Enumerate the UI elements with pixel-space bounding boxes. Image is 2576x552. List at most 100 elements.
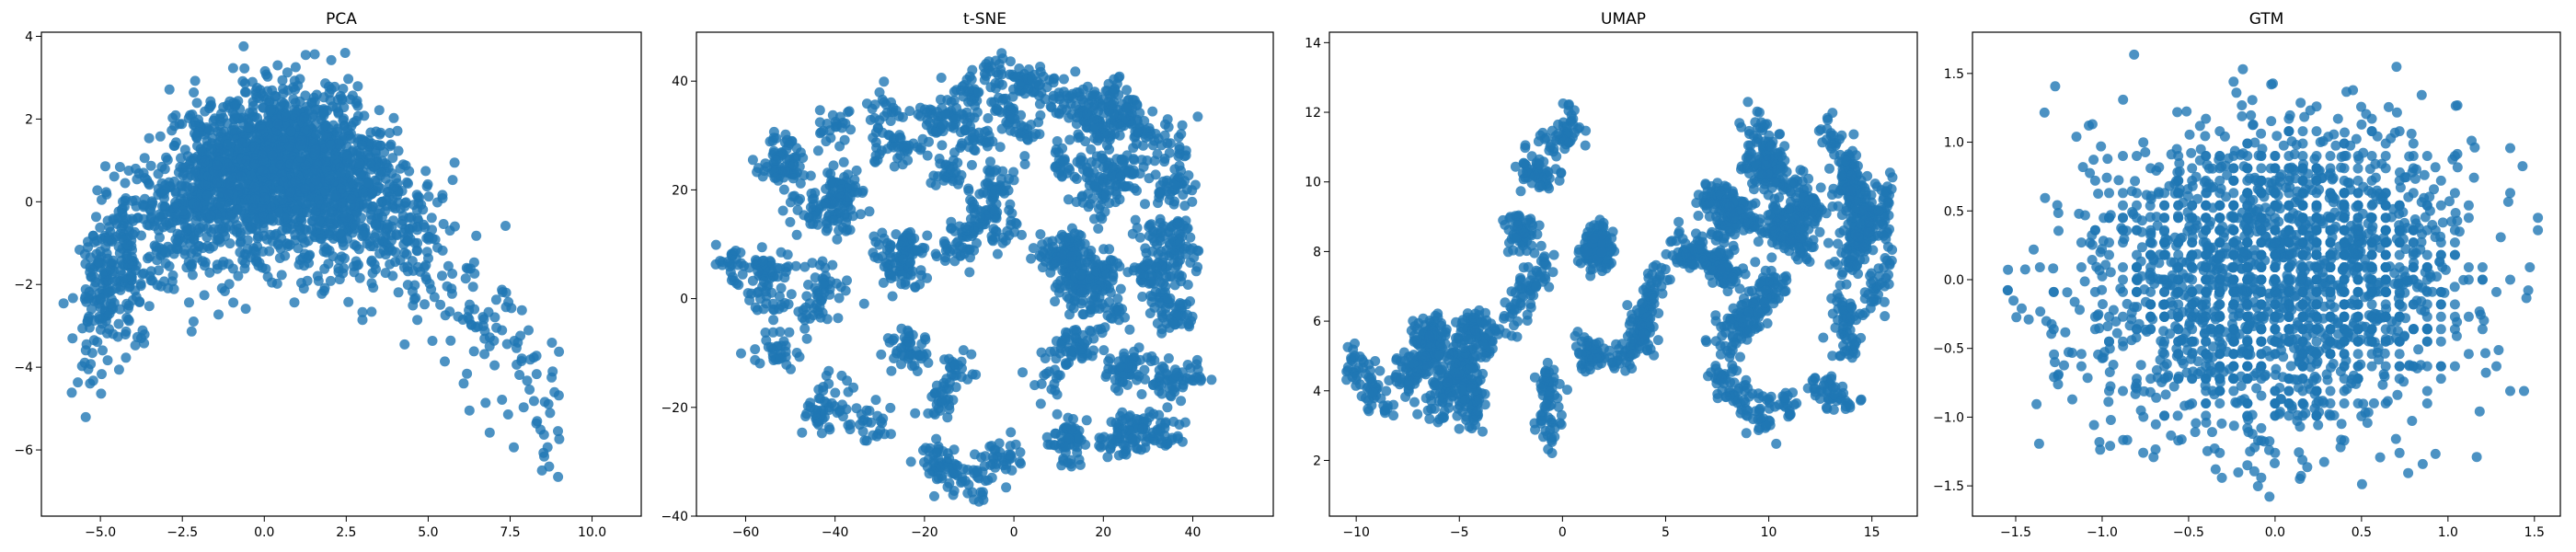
scatter-point: [410, 293, 421, 304]
scatter-point: [272, 239, 283, 250]
scatter-point: [842, 275, 852, 286]
scatter-point: [85, 262, 96, 273]
scatter-point: [1153, 198, 1163, 209]
scatter-point: [1177, 120, 1188, 131]
scatter-point: [1132, 125, 1143, 136]
scatter-point: [460, 273, 471, 284]
scatter-point: [972, 237, 982, 248]
scatter-point: [1169, 262, 1180, 273]
scatter-point: [511, 342, 522, 353]
scatter-point: [1064, 309, 1075, 320]
scatter-point: [1100, 372, 1111, 382]
scatter-point: [178, 205, 189, 216]
scatter-point: [898, 236, 909, 247]
scatter-point: [309, 96, 320, 107]
scatter-point: [1093, 224, 1104, 234]
scatter-point: [827, 259, 838, 270]
scatter-point: [1098, 121, 1109, 132]
scatter-point: [282, 238, 293, 249]
scatter-point: [462, 312, 473, 323]
scatter-point: [318, 285, 329, 296]
scatter-point: [182, 151, 193, 162]
scatter-point: [117, 214, 128, 225]
scatter-point: [1146, 271, 1157, 282]
scatter-point: [167, 276, 178, 287]
scatter-point: [236, 137, 247, 148]
scatter-point: [830, 387, 841, 398]
scatter-point: [881, 107, 892, 118]
scatter-point: [387, 200, 397, 211]
scatter-point: [366, 278, 377, 289]
scatter-point: [190, 215, 201, 226]
scatter-point: [874, 149, 885, 160]
scatter-point: [780, 266, 791, 277]
scatter-point: [275, 160, 286, 171]
scatter-point: [1003, 100, 1014, 111]
scatter-point: [458, 378, 469, 389]
scatter-point: [321, 151, 332, 162]
scatter-point: [1179, 201, 1190, 212]
scatter-point: [191, 98, 202, 109]
scatter-point: [818, 382, 829, 392]
scatter-point: [91, 212, 101, 223]
scatter-point: [874, 115, 885, 126]
scatter-point: [1167, 316, 1178, 328]
scatter-point: [1141, 125, 1151, 135]
scatter-point: [833, 313, 844, 324]
scatter-point: [120, 178, 131, 189]
scatter-point: [363, 178, 374, 189]
scatter-point: [240, 86, 251, 98]
scatter-point: [380, 173, 391, 184]
scatter-point: [1000, 236, 1011, 247]
scatter-point: [1185, 232, 1196, 243]
scatter-point: [937, 140, 948, 151]
scatter-point: [366, 306, 377, 317]
scatter-point: [876, 349, 887, 360]
scatter-point: [1088, 333, 1099, 344]
scatter-point: [164, 260, 175, 271]
scatter-point: [788, 152, 799, 163]
scatter-point: [367, 188, 378, 199]
scatter-point: [1108, 269, 1119, 280]
scatter-point: [1070, 295, 1080, 306]
scatter-point: [310, 144, 321, 155]
scatter-point: [89, 281, 100, 292]
scatter-point: [752, 305, 763, 316]
scatter-point: [390, 257, 401, 268]
scatter-point: [820, 198, 831, 209]
scatter-point: [468, 257, 479, 268]
scatter-point: [1104, 144, 1115, 155]
scatter-point: [1105, 255, 1116, 265]
scatter-point: [1155, 371, 1166, 382]
scatter-point: [1073, 132, 1084, 144]
scatter-point: [342, 124, 353, 135]
scatter-point: [1085, 300, 1096, 311]
scatter-point: [843, 107, 854, 118]
scatter-point: [442, 281, 453, 292]
scatter-point: [292, 204, 303, 215]
scatter-point: [799, 261, 811, 272]
scatter-point: [868, 430, 879, 441]
scatter-point: [970, 449, 980, 460]
scatter-point: [1086, 144, 1097, 155]
scatter-point: [1018, 367, 1028, 378]
scatter-point: [808, 211, 819, 221]
scatter-point: [1131, 138, 1142, 149]
scatter-point: [1137, 423, 1148, 434]
scatter-point: [169, 140, 180, 151]
scatter-point: [1109, 87, 1120, 98]
scatter-point: [1083, 248, 1094, 259]
scatter-point: [1078, 309, 1089, 320]
scatter-point: [67, 293, 78, 304]
scatter-point: [870, 395, 881, 406]
scatter-point: [170, 109, 181, 121]
scatter-point: [102, 355, 113, 366]
scatter-point: [1035, 109, 1046, 121]
scatter-point: [979, 68, 990, 79]
scatter-point: [1072, 442, 1083, 453]
scatter-point: [257, 262, 268, 273]
scatter-point: [1028, 243, 1039, 254]
scatter-point: [108, 328, 119, 339]
scatter-point: [438, 219, 449, 229]
